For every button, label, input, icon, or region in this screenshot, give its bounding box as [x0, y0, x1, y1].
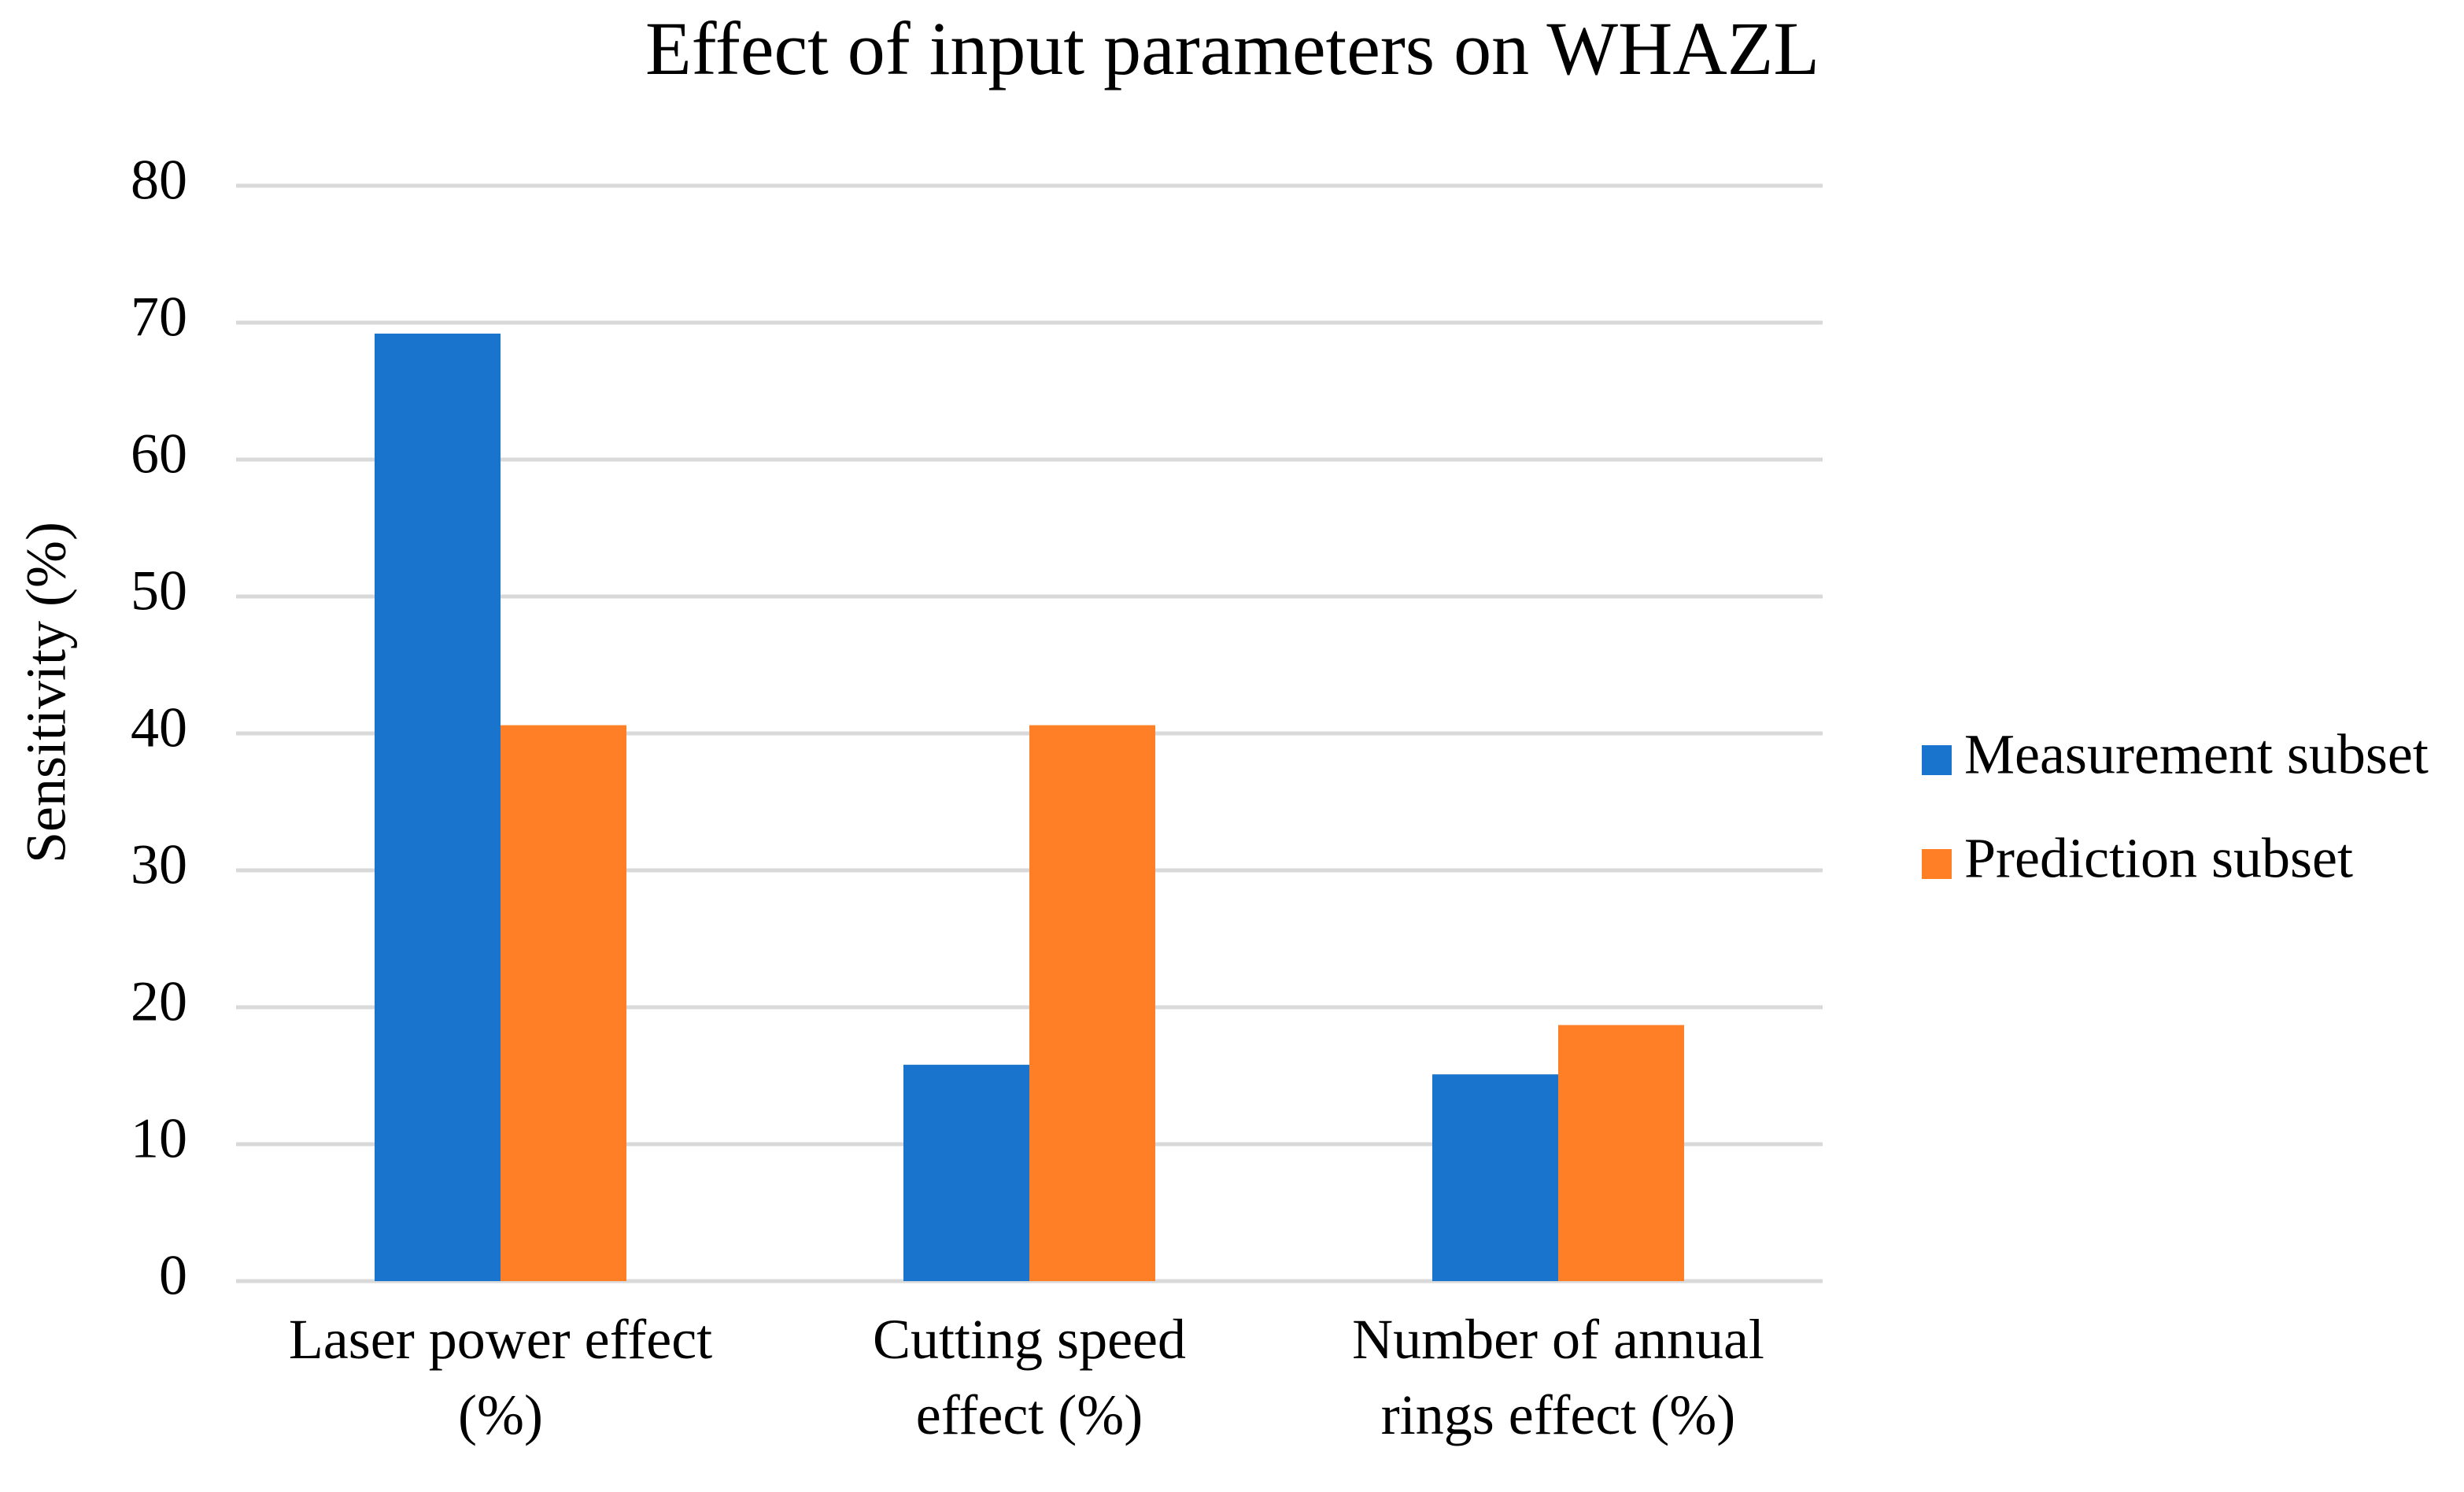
- legend-label: Measurement subset: [1964, 723, 2429, 786]
- legend-swatch-measurement-subset: [1922, 745, 1952, 775]
- x-category-label: Laser power effect (%): [289, 1308, 712, 1446]
- x-category-label-line: Cutting speed: [873, 1308, 1186, 1371]
- y-tick-label: 20: [131, 970, 187, 1033]
- x-category-label: Cutting speed effect (%): [873, 1308, 1186, 1446]
- chart-title: Effect of input parameters on WHAZL: [645, 6, 1819, 90]
- x-category-label-line: Laser power effect: [289, 1308, 712, 1371]
- y-tick-label: 70: [131, 286, 187, 349]
- bar-measurement-subset-1: [903, 1065, 1029, 1281]
- legend: Measurement subset Prediction subset: [1922, 723, 2429, 890]
- y-tick-label: 10: [131, 1107, 187, 1170]
- y-tick-label: 80: [131, 149, 187, 212]
- x-category-label-line: Number of annual: [1352, 1308, 1764, 1371]
- bar-measurement-subset-2: [1432, 1074, 1558, 1281]
- x-category-label-line: rings effect (%): [1381, 1383, 1735, 1446]
- y-tick-label: 30: [131, 833, 187, 896]
- bar-prediction-subset-2: [1558, 1025, 1684, 1281]
- y-tick-label: 40: [131, 696, 187, 759]
- x-category-label-line: effect (%): [916, 1383, 1143, 1446]
- legend-swatch-prediction-subset: [1922, 849, 1952, 879]
- x-axis-categories: Laser power effect (%) Cutting speed effect…: [289, 1308, 1764, 1446]
- bar-prediction-subset-1: [1029, 725, 1155, 1281]
- y-tick-label: 0: [159, 1244, 187, 1307]
- y-tick-label: 60: [131, 423, 187, 486]
- y-tick-label: 50: [131, 560, 187, 622]
- legend-label: Prediction subset: [1964, 827, 2353, 890]
- y-axis-ticks: 0 10 20 30 40 50 60 70 80: [131, 149, 187, 1307]
- x-category-label-line: (%): [458, 1383, 543, 1446]
- y-axis-title: Sensitivity (%): [15, 522, 78, 863]
- bar-measurement-subset-0: [375, 333, 501, 1281]
- x-category-label: Number of annual rings effect (%): [1352, 1308, 1764, 1446]
- bars: [375, 333, 1684, 1281]
- bar-prediction-subset-0: [501, 725, 626, 1281]
